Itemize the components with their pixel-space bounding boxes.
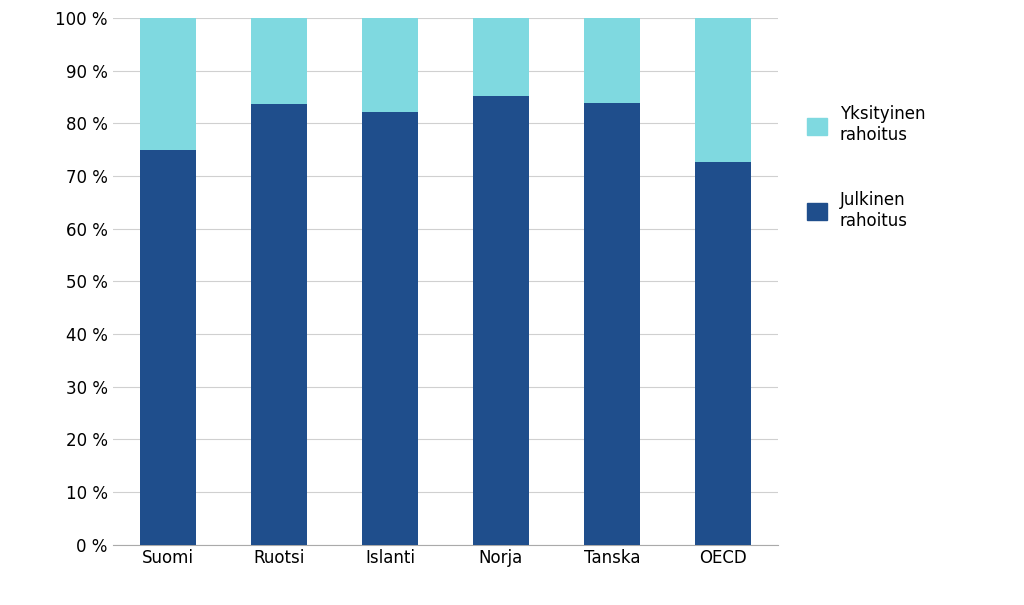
Bar: [362, 18, 418, 113]
Bar: [584, 103, 640, 544]
Bar: [251, 18, 307, 104]
Bar: [695, 162, 751, 544]
Bar: [362, 113, 418, 544]
Bar: [584, 18, 640, 103]
Bar: [695, 18, 751, 162]
Bar: [473, 18, 528, 96]
Bar: [251, 104, 307, 544]
Legend: Yksityinen
rahoitus, Julkinen
rahoitus: Yksityinen rahoitus, Julkinen rahoitus: [807, 105, 926, 230]
Bar: [140, 18, 196, 150]
Bar: [473, 96, 528, 544]
Bar: [140, 150, 196, 544]
